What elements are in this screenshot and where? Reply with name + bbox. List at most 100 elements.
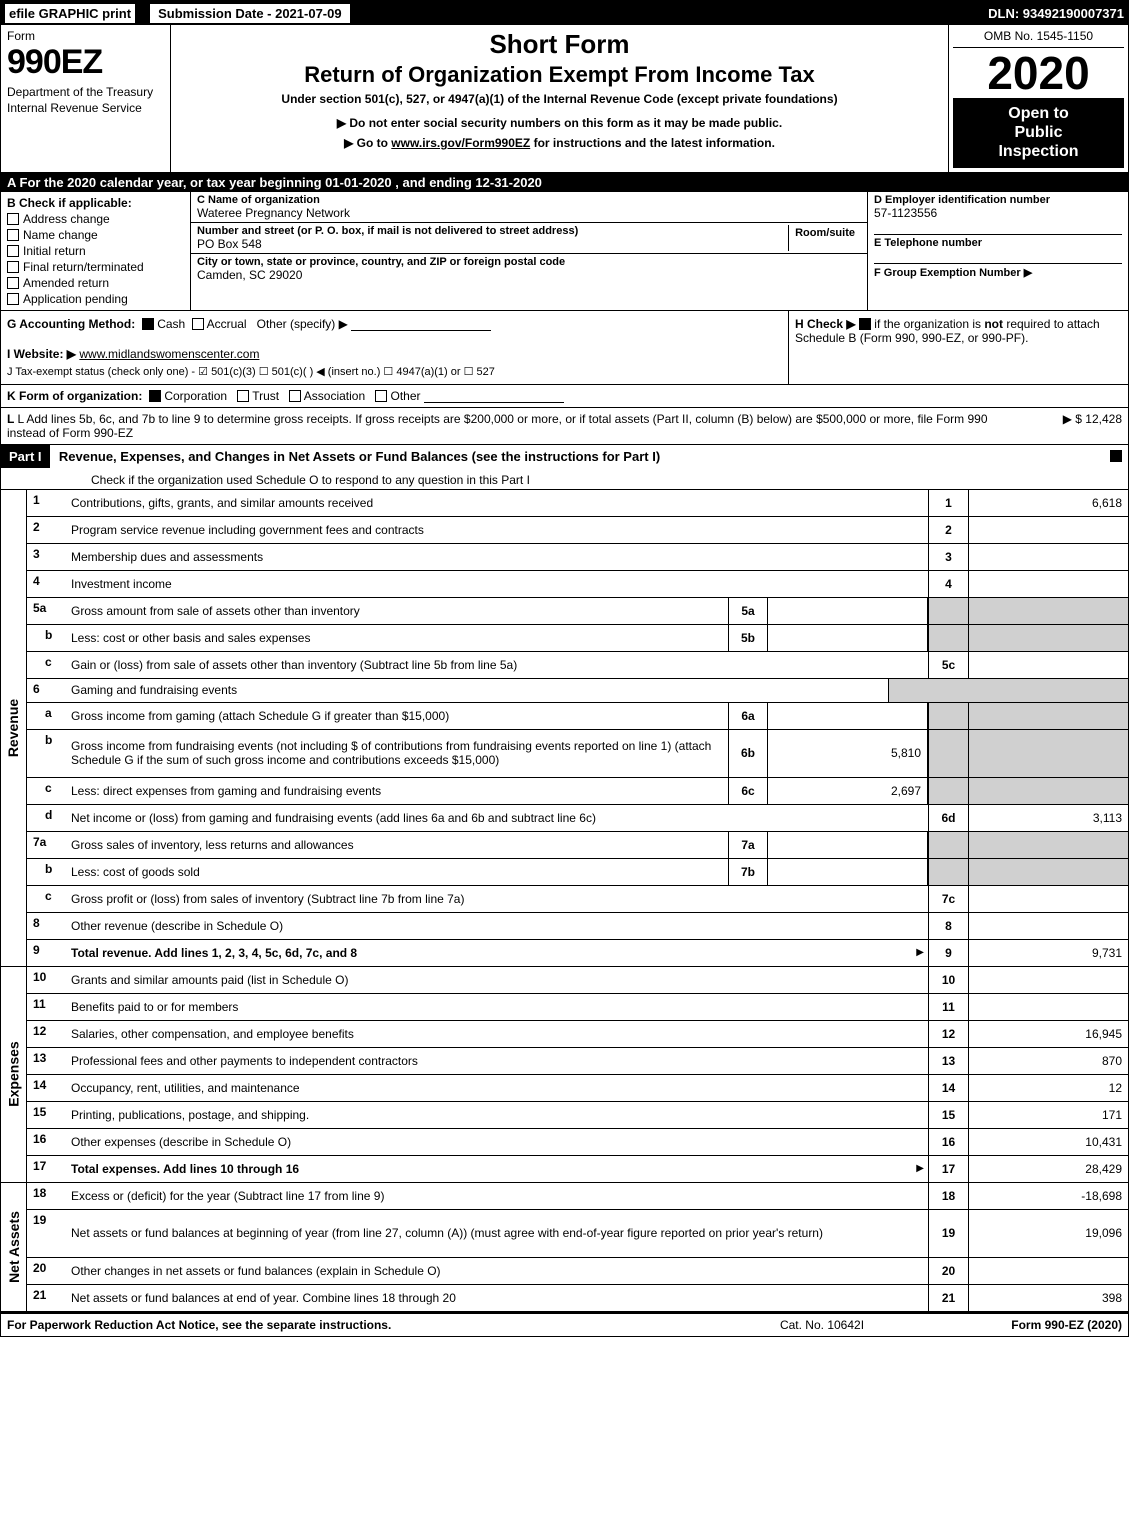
line-col-shaded [928,832,968,858]
value-col: 870 [968,1048,1128,1074]
line-description: Gross profit or (loss) from sales of inv… [67,886,928,912]
k-row: K Form of organization: Corporation Trus… [1,385,1128,408]
k-trust: Trust [252,389,279,403]
mini-line-value [768,625,928,651]
k-other-blank[interactable] [424,389,564,403]
value-col [968,886,1128,912]
line-description: Contributions, gifts, grants, and simila… [67,490,928,516]
k-corp: Corporation [164,389,227,403]
form-number: 990EZ [7,45,164,79]
value-col: 19,096 [968,1210,1128,1257]
chk-accrual[interactable] [192,318,204,330]
calendar-year-line: A For the 2020 calendar year, or tax yea… [1,173,1128,192]
dln-text: DLN: 93492190007371 [988,6,1124,21]
line-number: 19 [27,1210,67,1257]
line-number: 6 [27,679,67,702]
value-col: 28,429 [968,1156,1128,1182]
chk-association[interactable] [289,390,301,402]
line-number: c [27,778,67,804]
part1-sub: Check if the organization used Schedule … [91,473,530,487]
table-row: 18Excess or (deficit) for the year (Subt… [27,1183,1128,1210]
mini-line-number: 7a [728,832,768,858]
line-number: c [27,652,67,678]
expenses-body: 10Grants and similar amounts paid (list … [27,967,1128,1182]
line-number: b [27,730,67,777]
line-col-shaded [928,730,968,777]
table-row: 1Contributions, gifts, grants, and simil… [27,490,1128,517]
line-number: 10 [27,967,67,993]
footer-right: Form 990-EZ (2020) [922,1318,1122,1332]
chk-final-return[interactable] [7,261,19,273]
chk-application-pending[interactable] [7,293,19,305]
chk-cash[interactable] [142,318,154,330]
form-label: Form [7,29,164,43]
website-link[interactable]: www.midlandswomenscenter.com [79,347,259,361]
efile-badge: efile GRAPHIC print [5,4,135,23]
line-col: 6d [928,805,968,831]
value-col: 9,731 [968,940,1128,966]
table-row: 16Other expenses (describe in Schedule O… [27,1129,1128,1156]
chk-trust[interactable] [237,390,249,402]
org-name-value: Wateree Pregnancy Network [197,206,861,220]
line-description: Other revenue (describe in Schedule O) [67,913,928,939]
l-amount: ▶ $ 12,428 [1022,412,1122,440]
line-number: 16 [27,1129,67,1155]
k-assoc: Association [304,389,365,403]
chk-corporation[interactable] [149,390,161,402]
chk-other-org[interactable] [375,390,387,402]
line-col: 2 [928,517,968,543]
form-page: efile GRAPHIC print Submission Date - 20… [0,0,1129,1337]
part1-header-row: Part I Revenue, Expenses, and Changes in… [1,445,1128,490]
line-number: 20 [27,1258,67,1284]
tax-year: 2020 [953,50,1124,96]
mini-line-value [768,703,928,729]
line-description: Gross income from gaming (attach Schedul… [67,703,728,729]
line-col: 12 [928,1021,968,1047]
line-number: a [27,703,67,729]
value-col: -18,698 [968,1183,1128,1209]
section-c: C Name of organization Wateree Pregnancy… [191,192,868,310]
section-b-title: B Check if applicable: [7,196,184,210]
line-description: Gaming and fundraising events [67,679,888,702]
mini-line-value [768,832,928,858]
g-accrual: Accrual [207,317,247,331]
part1-schedule-o-check[interactable] [1104,445,1128,463]
line-number: 9 [27,940,67,966]
line-col-shaded [928,778,968,804]
city-cell: City or town, state or province, country… [191,254,867,284]
chk-h[interactable] [859,318,871,330]
line-description: Printing, publications, postage, and shi… [67,1102,928,1128]
gh-row: G Accounting Method: Cash Accrual Other … [1,311,1128,385]
table-row: 5aGross amount from sale of assets other… [27,598,1128,625]
line-number: 13 [27,1048,67,1074]
table-row: cLess: direct expenses from gaming and f… [27,778,1128,805]
line-col: 1 [928,490,968,516]
value-col [968,571,1128,597]
line-number: 12 [27,1021,67,1047]
value-col: 398 [968,1285,1128,1311]
value-col [968,913,1128,939]
street-label: Number and street (or P. O. box, if mail… [197,225,788,237]
line-col: 10 [928,967,968,993]
header-left: Form 990EZ Department of the Treasury In… [1,25,171,172]
line-col: 19 [928,1210,968,1257]
chk-address-change[interactable] [7,213,19,225]
line-col: 14 [928,1075,968,1101]
line-description: Less: cost or other basis and sales expe… [67,625,728,651]
chk-name-change[interactable] [7,229,19,241]
h-label: H Check ▶ [795,317,856,331]
line-number: 5a [27,598,67,624]
line-description: Less: cost of goods sold [67,859,728,885]
chk-amended-return[interactable] [7,277,19,289]
mini-line-number: 7b [728,859,768,885]
table-row: aGross income from gaming (attach Schedu… [27,703,1128,730]
line-description: Other expenses (describe in Schedule O) [67,1129,928,1155]
chk-initial-return[interactable] [7,245,19,257]
mini-line-value: 2,697 [768,778,928,804]
irs-link[interactable]: www.irs.gov/Form990EZ [391,136,530,150]
line-description: Membership dues and assessments [67,544,928,570]
g-other-blank[interactable] [351,317,491,331]
line-col: 7c [928,886,968,912]
dept-irs: Internal Revenue Service [7,101,164,117]
table-row: 12Salaries, other compensation, and empl… [27,1021,1128,1048]
